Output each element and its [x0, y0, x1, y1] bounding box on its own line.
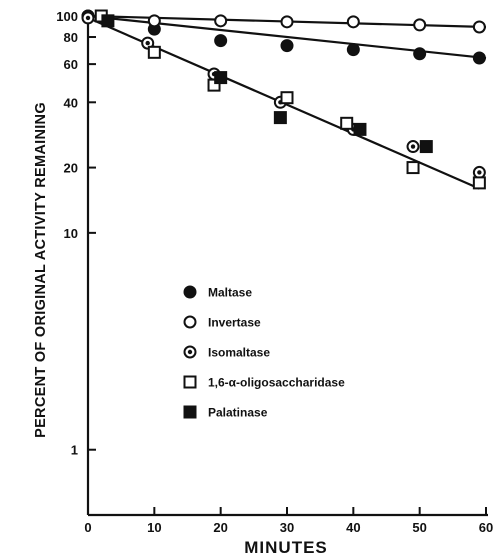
x-tick-label: 60 [479, 520, 493, 535]
data-point-maltase [413, 47, 427, 61]
data-point-invertase [280, 15, 294, 29]
y-tick-label: 10 [64, 226, 78, 241]
data-point-maltase [346, 43, 360, 57]
data-point-invertase [214, 14, 228, 28]
x-tick-label: 10 [147, 520, 161, 535]
x-tick-label: 0 [84, 520, 91, 535]
legend-label-isomaltase: Isomaltase [208, 346, 270, 360]
y-tick-label: 80 [64, 30, 78, 45]
data-point-isomaltase [81, 11, 95, 25]
data-point-palatinase [419, 140, 433, 154]
data-point-1-6-oligosaccharidase [147, 45, 161, 59]
legend-label-invertase: Invertase [208, 316, 261, 330]
y-tick-label: 1 [71, 443, 78, 458]
x-axis-label: MINUTES [244, 538, 328, 557]
data-point-invertase [472, 20, 486, 34]
data-point-maltase [280, 39, 294, 53]
legend-marker-maltase [183, 285, 197, 299]
data-point-maltase [214, 34, 228, 48]
legend-label-maltase: Maltase [208, 286, 252, 300]
x-tick-label: 30 [280, 520, 294, 535]
legend-marker-1-6-oligosaccharidase [183, 375, 197, 389]
data-point-invertase [346, 15, 360, 29]
y-tick-label: 20 [64, 161, 78, 176]
data-point-palatinase [214, 71, 228, 85]
legend: Maltase Invertase Isomaltase 1,6-α-oligosac… [183, 285, 345, 420]
data-point-1-6-oligosaccharidase [280, 91, 294, 105]
legend-label-palatinase: Palatinase [208, 406, 268, 420]
legend-label-1-6-oligosaccharidase: 1,6-α-oligosaccharidase [208, 376, 345, 390]
legend-marker-palatinase [183, 405, 197, 419]
data-point-1-6-oligosaccharidase [207, 78, 221, 92]
y-tick-label: 60 [64, 57, 78, 72]
x-tick-label: 20 [213, 520, 227, 535]
data-point-palatinase [101, 14, 115, 28]
data-point-1-6-oligosaccharidase [406, 161, 420, 175]
axes: 0 10 20 30 40 50 60 1 10 20 40 60 80 100 [56, 9, 493, 535]
data-point-palatinase [353, 122, 367, 136]
data-point-isomaltase [406, 140, 420, 154]
data-points [81, 9, 486, 190]
y-tick-label: 100 [56, 9, 78, 24]
x-tick-label: 40 [346, 520, 360, 535]
data-point-maltase [472, 51, 486, 65]
data-point-palatinase [273, 111, 287, 125]
y-axis-label: PERCENT OF ORIGINAL ACTIVITY REMAINING [33, 102, 49, 438]
data-point-1-6-oligosaccharidase [472, 176, 486, 190]
x-tick-label: 50 [412, 520, 426, 535]
legend-marker-invertase [183, 315, 197, 329]
data-point-isomaltase [472, 165, 486, 179]
y-tick-label: 40 [64, 95, 78, 110]
data-point-invertase [147, 14, 161, 28]
legend-marker-isomaltase [183, 345, 197, 359]
data-point-invertase [413, 18, 427, 32]
data-point-1-6-oligosaccharidase [340, 116, 354, 130]
